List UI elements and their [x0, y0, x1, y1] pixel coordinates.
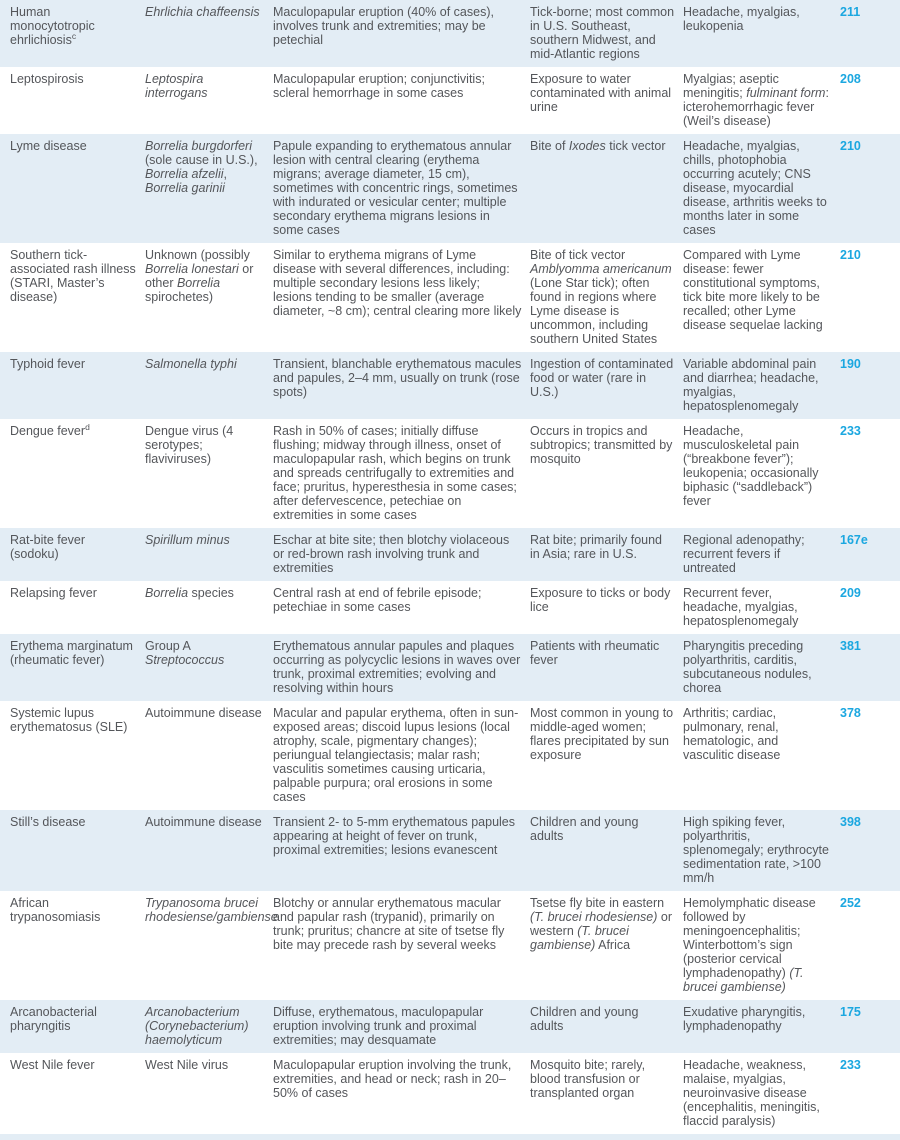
disease-name: Relapsing fever	[10, 586, 97, 600]
disease-name: Still’s disease	[10, 815, 86, 829]
etiologic-agent: Dengue virus (4 serotypes; flaviviruses)	[145, 424, 234, 466]
epidemiology: Ingestion of contaminated food or water …	[530, 357, 674, 399]
etiologic-agent: Borrelia species	[145, 586, 234, 600]
clinical-findings: Headache, myalgias, leukopenia	[683, 5, 800, 33]
disease-name: Systemic lupus erythematosus (SLE)	[10, 706, 128, 734]
clinical-findings: Headache, musculoskeletal pain (“breakbo…	[683, 424, 819, 508]
rash-description: Papule expanding to erythematous annular…	[273, 139, 518, 237]
etiologic-agent: Group A Streptococcus	[145, 639, 225, 667]
rash-description: Similar to erythema migrans of Lyme dise…	[273, 248, 522, 318]
disease-name: Erythema marginatum (rheumatic fever)	[10, 639, 133, 667]
epidemiology: Patients with rheumatic fever	[530, 639, 660, 667]
chapter-number[interactable]: 210	[840, 139, 861, 153]
rash-description: Maculopapular eruption (40% of cases), i…	[273, 5, 494, 47]
clinical-findings: Compared with Lyme disease: fewer consti…	[683, 248, 823, 332]
rash-description: Blotchy or annular erythematous macular …	[273, 896, 505, 952]
rash-description: Maculopapular eruption involving the tru…	[273, 1058, 512, 1100]
table-row: Typhoid fever Salmonella typhi Transient…	[0, 352, 900, 419]
disease-name: Human monocytotropic ehrlichiosisc	[10, 5, 95, 47]
rash-description: Macular and papular erythema, often in s…	[273, 706, 519, 804]
clinical-findings: Variable abdominal pain and diarrhea; he…	[683, 357, 819, 413]
epidemiology: Children and young adults	[530, 1005, 639, 1033]
chapter-number[interactable]: 378	[840, 706, 861, 720]
epidemiology: Most common in young to middle-aged wome…	[530, 706, 674, 762]
chapter-number[interactable]: 208	[840, 72, 861, 86]
rash-description: Rash in 50% of cases; initially diffuse …	[273, 424, 517, 522]
epidemiology: Mosquito bite; rarely, blood transfusion…	[530, 1058, 646, 1100]
disease-name: West Nile fever	[10, 1058, 95, 1072]
table-row: Rat-bite fever (sodoku) Spirillum minus …	[0, 528, 900, 581]
chapter-number[interactable]: 233	[840, 1058, 861, 1072]
etiologic-agent: Salmonella typhi	[145, 357, 237, 371]
epidemiology: Tsetse fly bite in eastern (T. brucei rh…	[530, 896, 672, 952]
table-row: African trypanosomiasis Trypanosoma bruc…	[0, 891, 900, 1000]
epidemiology: Rat bite; primarily found in Asia; rare …	[530, 533, 663, 561]
etiologic-agent: Unknown (possibly Borrelia lonestari or …	[145, 248, 254, 304]
clinical-findings: Myalgias; aseptic meningitis; fulminant …	[683, 72, 829, 128]
etiologic-agent: Trypanosoma brucei rhodesiense/gambiense	[145, 896, 278, 924]
table-row: Relapsing fever Borrelia species Central…	[0, 581, 900, 634]
table-row: Erythema marginatum (rheumatic fever) Gr…	[0, 634, 900, 701]
etiologic-agent: Autoimmune disease	[145, 815, 262, 829]
rash-description: Erythematous annular papules and plaques…	[273, 639, 521, 695]
clinical-findings: Arthritis; cardiac, pulmonary, renal, he…	[683, 706, 781, 762]
epidemiology: Children and young adults	[530, 815, 639, 843]
table-row: West Nile fever West Nile virus Maculopa…	[0, 1053, 900, 1134]
table-row: Human monocytotropic ehrlichiosisc Ehrli…	[0, 0, 900, 67]
next-row-edge	[0, 1134, 900, 1140]
table-row: Still’s disease Autoimmune disease Trans…	[0, 810, 900, 891]
chapter-number[interactable]: 190	[840, 357, 861, 371]
etiologic-agent: Arcanobacterium (Corynebacterium) haemol…	[145, 1005, 249, 1047]
chapter-number[interactable]: 167e	[840, 533, 868, 547]
disease-name: Leptospirosis	[10, 72, 84, 86]
rash-description: Maculopapular eruption; conjunctivitis; …	[273, 72, 485, 100]
table-row: Arcanobacterial pharyngitis Arcanobacter…	[0, 1000, 900, 1053]
chapter-number[interactable]: 209	[840, 586, 861, 600]
disease-name: Typhoid fever	[10, 357, 86, 371]
chapter-number[interactable]: 211	[840, 5, 861, 19]
etiologic-agent: Ehrlichia chaffeensis	[145, 5, 260, 19]
clinical-findings: High spiking fever, polyarthritis, splen…	[683, 815, 829, 885]
epidemiology: Bite of tick vector Amblyomma americanum…	[530, 248, 672, 346]
epidemiology: Exposure to ticks or body lice	[530, 586, 671, 614]
clinical-findings: Hemolymphatic disease followed by mening…	[683, 896, 816, 994]
epidemiology: Occurs in tropics and subtropics; transm…	[530, 424, 673, 466]
rash-description: Central rash at end of febrile episode; …	[273, 586, 482, 614]
chapter-number[interactable]: 398	[840, 815, 861, 829]
clinical-findings: Regional adenopathy; recurrent fevers if…	[683, 533, 805, 575]
chapter-number[interactable]: 381	[840, 639, 861, 653]
rash-description: Diffuse, erythematous, maculopapular eru…	[273, 1005, 484, 1047]
disease-name: Dengue feverd	[10, 421, 90, 438]
disease-name: Lyme disease	[10, 139, 87, 153]
disease-name: Rat-bite fever (sodoku)	[10, 533, 86, 561]
chapter-number[interactable]: 233	[840, 424, 861, 438]
chapter-number[interactable]: 210	[840, 248, 861, 262]
clinical-findings: Exudative pharyngitis, lymphadenopathy	[683, 1005, 806, 1033]
table-row: Dengue feverd Dengue virus (4 serotypes;…	[0, 419, 900, 528]
etiologic-agent: Autoimmune disease	[145, 706, 262, 720]
table-row: Southern tick-associated rash illness (S…	[0, 243, 900, 352]
etiologic-agent: Spirillum minus	[145, 533, 230, 547]
epidemiology: Bite of Ixodes tick vector	[530, 139, 666, 153]
clinical-findings: Pharyngitis preceding polyarthritis, car…	[683, 639, 812, 695]
clinical-findings: Recurrent fever, headache, myalgias, hep…	[683, 586, 799, 628]
etiologic-agent: Leptospira interrogans	[145, 72, 208, 100]
etiologic-agent: Borrelia burgdorferi (sole cause in U.S.…	[145, 139, 258, 195]
epidemiology: Tick-borne; most common in U.S. Southeas…	[530, 5, 675, 61]
disease-name: Southern tick-associated rash illness (S…	[10, 248, 136, 304]
clinical-findings: Headache, myalgias, chills, photophobia …	[683, 139, 827, 237]
table-row: Systemic lupus erythematosus (SLE) Autoi…	[0, 701, 900, 810]
disease-name: Arcanobacterial pharyngitis	[10, 1005, 97, 1033]
rash-description: Eschar at bite site; then blotchy violac…	[273, 533, 510, 575]
table-row: Lyme disease Borrelia burgdorferi (sole …	[0, 134, 900, 243]
epidemiology: Exposure to water contaminated with anim…	[530, 72, 672, 114]
table-row: Leptospirosis Leptospira interrogans Mac…	[0, 67, 900, 134]
rash-description: Transient, blanchable erythematous macul…	[273, 357, 522, 399]
rash-description: Transient 2- to 5-mm erythematous papule…	[273, 815, 516, 857]
chapter-number[interactable]: 252	[840, 896, 861, 910]
etiologic-agent: West Nile virus	[145, 1058, 229, 1072]
disease-name: African trypanosomiasis	[10, 896, 101, 924]
chapter-number[interactable]: 175	[840, 1005, 861, 1019]
